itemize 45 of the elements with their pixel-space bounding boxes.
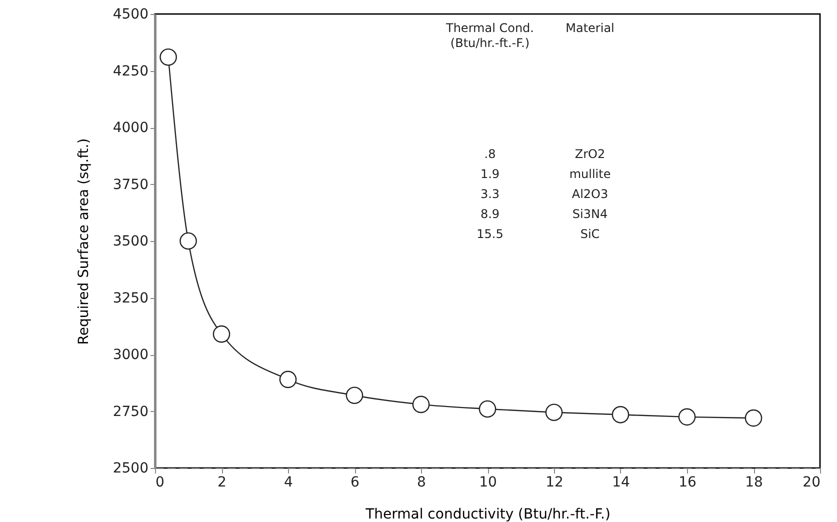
point: [545, 404, 563, 422]
x-tick-label: 20: [802, 474, 820, 490]
y-tick-label: 2750: [112, 404, 148, 420]
y-tick-label: 3250: [112, 290, 148, 306]
x-tick-label: 18: [745, 474, 763, 490]
annotation: Material: [566, 21, 614, 35]
annotation: 3.3: [480, 187, 500, 201]
annotation: ZrO2: [574, 147, 606, 161]
x-tick-label: 8: [417, 474, 426, 490]
x-tick-label: 12: [546, 474, 564, 490]
annotation: 1.9: [480, 167, 500, 181]
annotation: Thermal Cond. (Btu/hr.-ft.-F.): [445, 21, 534, 50]
annotation: Al2O3: [572, 187, 608, 201]
annotation: 8.9: [480, 207, 500, 221]
y-tick-label: 2500: [112, 460, 148, 476]
point: [744, 409, 762, 427]
x-tick-label: 4: [284, 474, 294, 490]
y-tick-label: 4250: [112, 63, 148, 80]
x-tick-label: 0: [156, 474, 164, 490]
y-tick-label: 3500: [112, 234, 148, 250]
point: [412, 396, 430, 414]
point: [212, 325, 230, 343]
point: [279, 370, 297, 388]
point: [478, 400, 496, 418]
x-tick-label: 16: [678, 474, 696, 490]
x-tick-label: 10: [479, 474, 497, 490]
x-axis-title: Thermal conductivity (Btu/hr.-ft.-F.): [364, 506, 610, 522]
annotation: .8: [484, 147, 496, 161]
x-tick-label: 14: [612, 474, 630, 490]
annotation: SiC: [580, 227, 600, 241]
annotation: Si3N4: [572, 207, 608, 221]
y-tick-label: 4000: [112, 120, 148, 136]
annotation: 15.5: [476, 227, 504, 241]
point: [160, 48, 177, 66]
y-tick-label: 3000: [112, 347, 148, 363]
point: [612, 406, 630, 424]
y-tick-label: 3750: [112, 176, 148, 193]
y-axis-title: Required Surface area (sq.ft.): [76, 138, 92, 345]
annotation: mullite: [569, 167, 611, 181]
x-tick-label: 2: [218, 474, 226, 490]
point: [346, 386, 364, 404]
y-tick-label: 4500: [112, 6, 148, 22]
point: [678, 408, 696, 426]
point: [180, 232, 197, 250]
x-tick-label: 6: [350, 474, 360, 490]
